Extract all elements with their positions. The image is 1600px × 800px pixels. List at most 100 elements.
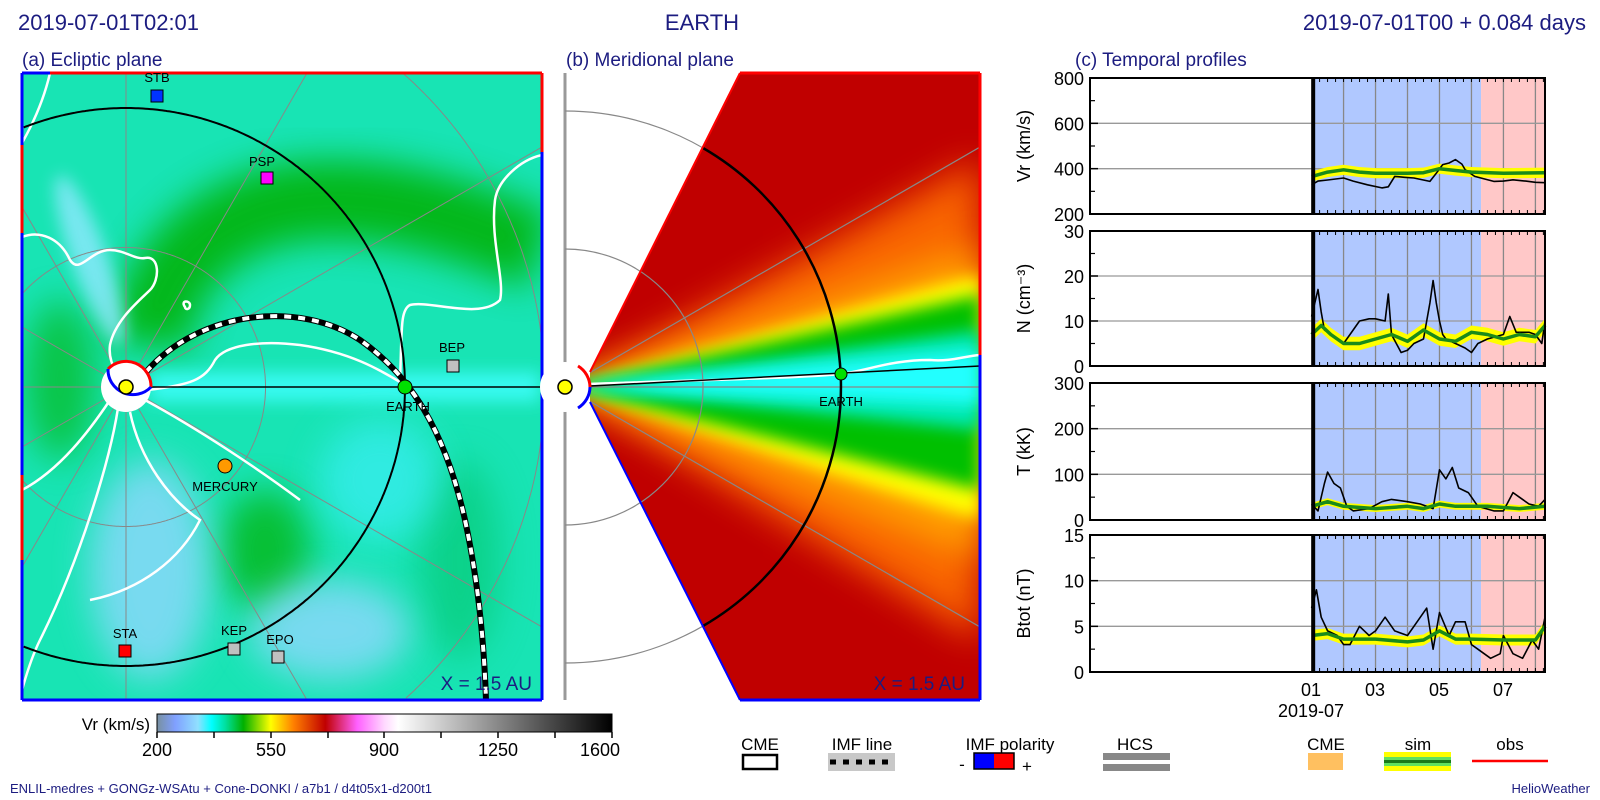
earth-orbit-meridional bbox=[702, 146, 843, 628]
bep-label: BEP bbox=[439, 340, 465, 355]
sim-series bbox=[1311, 625, 1547, 644]
plot-frame bbox=[1089, 77, 1546, 215]
cme-front-dashes bbox=[144, 314, 488, 700]
positive-polarity-arc bbox=[106, 359, 153, 388]
legend-cme: CME bbox=[741, 735, 779, 754]
earth-marker-meridional bbox=[834, 367, 848, 381]
legend-imf-polarity: IMF polarity bbox=[966, 735, 1055, 754]
profile-panel-3: 0 5 10 15 Btot (nT) bbox=[1014, 526, 1547, 683]
y-tick-label: 20 bbox=[1064, 267, 1084, 287]
y-tick-label: 10 bbox=[1064, 312, 1084, 332]
hcs-contours bbox=[22, 73, 542, 691]
y-tick-label: 5 bbox=[1074, 617, 1084, 637]
panel-a-scale: X = 1.5 AU bbox=[441, 674, 532, 695]
psp-label: PSP bbox=[249, 154, 275, 169]
y-axis-label: Btot (nT) bbox=[1014, 568, 1034, 638]
y-axis-label: Vr (km/s) bbox=[1014, 110, 1034, 182]
y-axis-label: T (kK) bbox=[1014, 427, 1034, 476]
legend-cme-region: CME bbox=[1307, 735, 1345, 754]
y-tick-label: 200 bbox=[1054, 420, 1084, 440]
x-tick-label: 03 bbox=[1365, 680, 1385, 700]
y-tick-label: 300 bbox=[1054, 374, 1084, 394]
y-tick-label: 400 bbox=[1054, 160, 1084, 180]
x-tick-label: 07 bbox=[1493, 680, 1513, 700]
colorbar-tick: 550 bbox=[256, 740, 286, 760]
profile-panel-1: 0 10 20 30 N (cm⁻³) bbox=[1014, 222, 1547, 377]
y-tick-label: 600 bbox=[1054, 114, 1084, 134]
legend-sim: sim bbox=[1405, 735, 1431, 754]
colorbar-label: Vr (km/s) bbox=[82, 715, 150, 734]
meridional-plane-panel: EARTH X = 1.5 AU bbox=[540, 71, 982, 702]
imf-polarity-frame bbox=[20, 71, 544, 702]
y-tick-label: 15 bbox=[1064, 526, 1084, 546]
legend-plus: + bbox=[1022, 757, 1032, 776]
model-footer: ENLIL-medres + GONGz-WSAtu + Cone-DONKI … bbox=[10, 781, 432, 796]
earth-label-meridional: EARTH bbox=[819, 394, 863, 409]
legend-minus: - bbox=[959, 755, 965, 774]
simulated-past-region bbox=[1314, 383, 1482, 520]
legend-imf-line: IMF line bbox=[832, 735, 892, 754]
stb-marker bbox=[150, 89, 164, 103]
forecast-region bbox=[1481, 231, 1545, 366]
colorbar-tick: 1250 bbox=[478, 740, 518, 760]
grid-ring bbox=[22, 247, 266, 387]
psp-marker bbox=[260, 171, 274, 185]
bep-marker bbox=[446, 359, 460, 373]
earth-orbit-arc bbox=[23, 387, 406, 667]
cme-region-legend-icon bbox=[1308, 753, 1343, 770]
x-tick-label: 01 bbox=[1301, 680, 1321, 700]
earth-label: EARTH bbox=[386, 399, 430, 414]
forecast-region bbox=[1481, 78, 1545, 214]
kep-label: KEP bbox=[221, 623, 247, 638]
y-tick-label: 100 bbox=[1054, 465, 1084, 485]
sim-series bbox=[1311, 499, 1546, 511]
simulated-past-region bbox=[1314, 535, 1482, 672]
epo-label: EPO bbox=[266, 632, 293, 647]
grid-ring bbox=[22, 387, 266, 527]
colorbar-tick: 1600 bbox=[580, 740, 620, 760]
header-elapsed: 2019-07-01T00 + 0.084 days bbox=[1303, 10, 1586, 35]
colorbar-tick: 200 bbox=[142, 740, 172, 760]
forecast-region bbox=[1481, 383, 1545, 520]
earth-marker bbox=[397, 379, 413, 395]
plot-frame bbox=[1089, 382, 1546, 521]
velocity-colorbar: Vr (km/s) 200 550 900 1250 1600 bbox=[82, 713, 620, 760]
sim-series bbox=[1310, 323, 1547, 346]
sun-earth-line-meridional bbox=[590, 365, 980, 387]
y-tick-label: 10 bbox=[1064, 572, 1084, 592]
mercury-marker bbox=[217, 458, 233, 474]
y-tick-label: 0 bbox=[1074, 357, 1084, 377]
profile-panel-0: 200 400 600 800 Vr (km/s) bbox=[1014, 69, 1546, 225]
brand-footer: HelioWeather bbox=[1511, 781, 1590, 796]
colorbar-tick: 900 bbox=[369, 740, 399, 760]
ecliptic-plane-panel: STB PSP BEP EARTH MERCURY STA KEP EPO X … bbox=[20, 70, 544, 702]
sim-series bbox=[1311, 166, 1546, 179]
y-tick-label: 800 bbox=[1054, 69, 1084, 89]
sun-icon-meridional bbox=[557, 379, 573, 395]
plot-frame bbox=[1089, 230, 1546, 367]
earth-orbit bbox=[23, 107, 406, 667]
map-legend: CME IMF line IMF polarity - + HCS CME si… bbox=[741, 735, 1548, 776]
y-tick-label: 0 bbox=[1074, 511, 1084, 531]
legend-hcs: HCS bbox=[1117, 735, 1153, 754]
cme-legend-icon bbox=[741, 753, 779, 771]
y-tick-label: 0 bbox=[1074, 663, 1084, 683]
simulated-past-region bbox=[1314, 78, 1482, 214]
panel-b-scale: X = 1.5 AU bbox=[874, 674, 965, 695]
plot-frame bbox=[1089, 534, 1546, 673]
y-axis-label: N (cm⁻³) bbox=[1014, 264, 1034, 333]
hcs-legend-icon bbox=[1103, 753, 1170, 760]
panel-a-title: (a) Ecliptic plane bbox=[22, 50, 162, 71]
header-time: 2019-07-01T02:01 bbox=[18, 10, 199, 35]
stb-label: STB bbox=[144, 70, 169, 85]
imf-polarity-legend-icon bbox=[973, 752, 1015, 770]
kep-marker bbox=[227, 642, 241, 656]
epo-marker bbox=[271, 650, 285, 664]
y-tick-label: 30 bbox=[1064, 222, 1084, 242]
earth-orbit-arc bbox=[23, 107, 406, 387]
ecliptic-velocity-field bbox=[22, 73, 542, 700]
forecast-region bbox=[1481, 535, 1545, 672]
sun-icon bbox=[118, 379, 134, 395]
